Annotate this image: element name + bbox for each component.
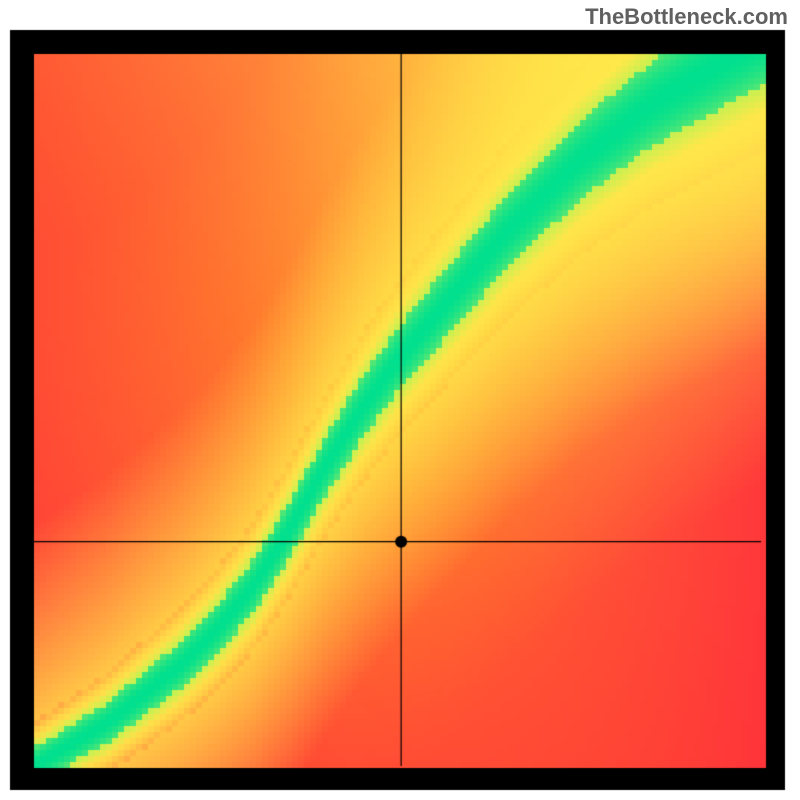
bottleneck-heatmap	[0, 0, 800, 800]
watermark-text: TheBottleneck.com	[585, 4, 788, 30]
chart-container: TheBottleneck.com	[0, 0, 800, 800]
